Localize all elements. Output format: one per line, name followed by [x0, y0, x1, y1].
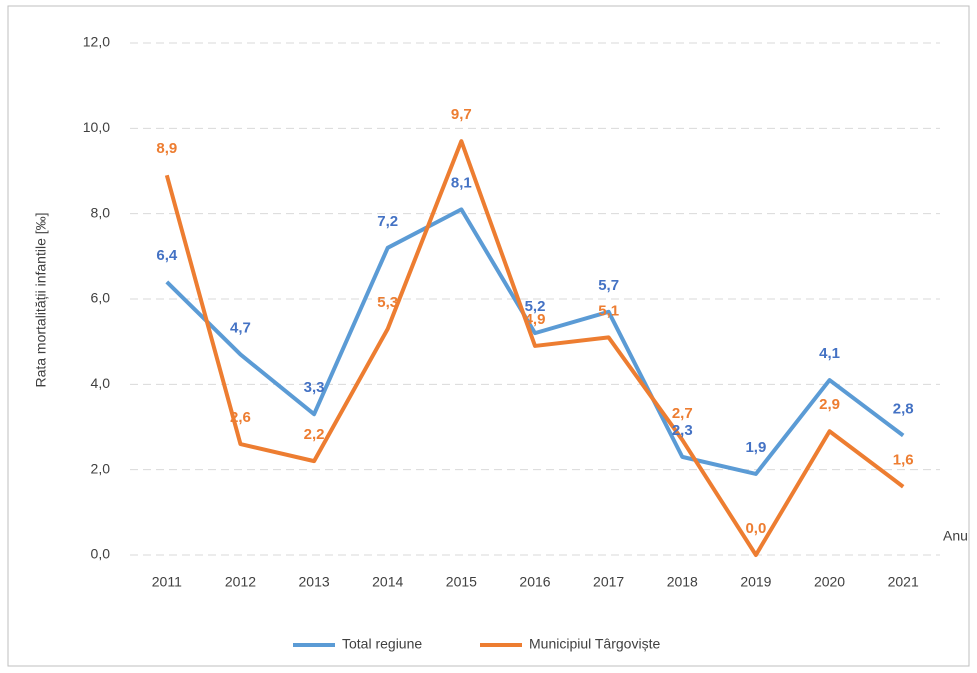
- series-line: [164, 139, 905, 557]
- y-tick-label: 4,0: [91, 375, 111, 391]
- data-label: 2,8: [893, 401, 914, 418]
- x-tick-label: 2015: [446, 574, 477, 590]
- data-label: 7,2: [377, 213, 398, 230]
- data-label: 2,2: [304, 426, 325, 443]
- data-label: 1,9: [745, 439, 766, 456]
- y-tick-label: 0,0: [91, 546, 111, 562]
- x-tick-label: 2011: [152, 574, 182, 590]
- y-tick-label: 2,0: [91, 460, 111, 476]
- data-label: 5,2: [525, 298, 546, 315]
- data-label: 8,9: [156, 140, 177, 157]
- y-axis-label: Rata mortalității infantile [‰]: [33, 212, 49, 387]
- x-tick-label: 2017: [593, 574, 624, 590]
- y-tick-label: 10,0: [83, 119, 110, 135]
- data-label: 4,7: [230, 319, 251, 336]
- x-tick-label: 2021: [888, 574, 919, 590]
- x-axis-label: Anu: [943, 528, 968, 544]
- data-label: 9,7: [451, 106, 472, 123]
- y-tick-label: 6,0: [91, 290, 111, 306]
- x-tick-label: 2016: [519, 574, 550, 590]
- data-label: 5,3: [377, 294, 398, 311]
- chart-frame: [7, 5, 970, 667]
- x-tick-label: 2018: [667, 574, 698, 590]
- data-label: 1,6: [893, 452, 914, 469]
- x-tick-label: 2014: [372, 574, 403, 590]
- data-label: 2,6: [230, 409, 251, 426]
- data-label: 5,7: [598, 277, 619, 294]
- data-label: 2,9: [819, 396, 840, 413]
- y-tick-label: 8,0: [91, 204, 111, 220]
- data-label: 2,3: [672, 422, 693, 439]
- data-label: 3,3: [304, 379, 325, 396]
- x-tick-label: 2020: [814, 574, 845, 590]
- y-tick-label: 12,0: [83, 34, 110, 50]
- data-label: 6,4: [156, 247, 178, 264]
- data-label: 5,1: [598, 302, 619, 319]
- legend-label: Municipiul Târgoviște: [529, 636, 660, 652]
- data-label: 8,1: [451, 174, 472, 191]
- x-tick-label: 2013: [299, 574, 330, 590]
- data-label: 2,7: [672, 405, 693, 422]
- legend-label: Total regiune: [342, 636, 422, 652]
- series-line: [165, 207, 905, 476]
- data-label: 4,9: [525, 311, 546, 328]
- x-tick-label: 2012: [225, 574, 256, 590]
- x-tick-label: 2019: [740, 574, 771, 590]
- data-label: 4,1: [819, 345, 840, 362]
- data-label: 0,0: [745, 520, 766, 537]
